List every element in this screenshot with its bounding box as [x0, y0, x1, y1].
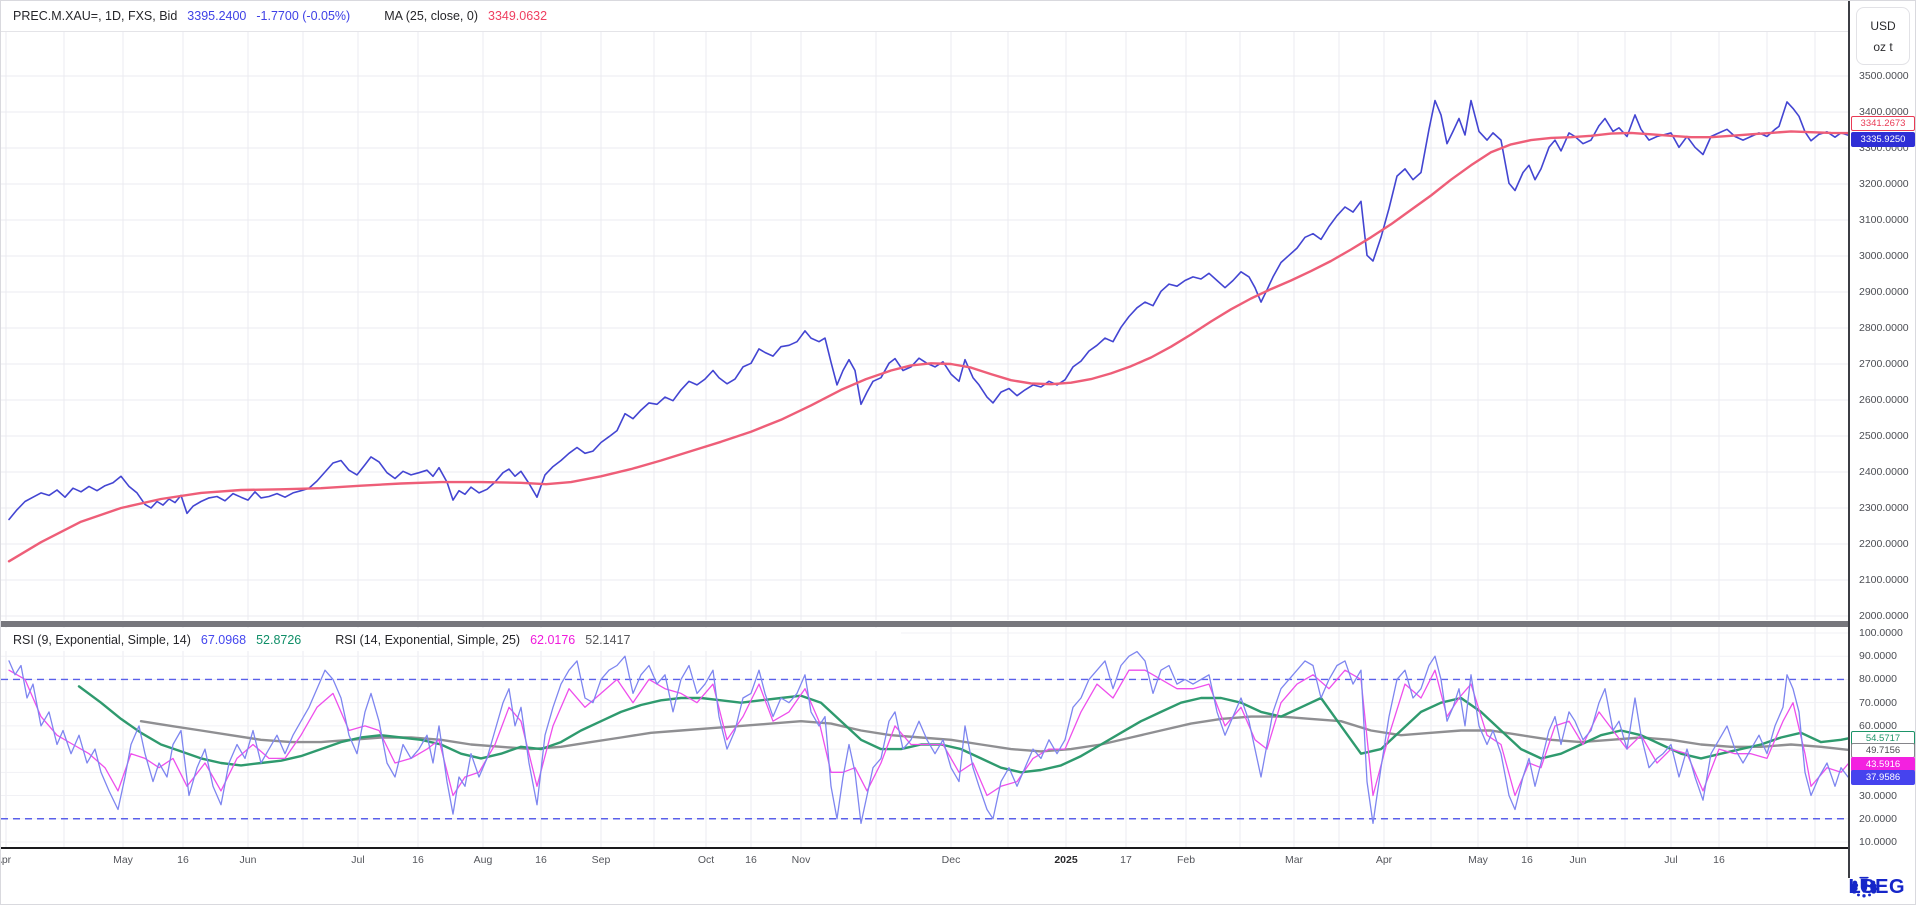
time-axis-label: 16 — [745, 854, 757, 866]
time-axis-label: Oct — [697, 854, 715, 866]
current-value-chip: 49.7156 — [1851, 742, 1915, 758]
time-axis-label: 16 — [412, 854, 424, 866]
price-legend[interactable]: PREC.M.XAU=, 1D, FXS, Bid 3395.2400 -1.7… — [1, 1, 1849, 32]
axis-tick-label: 2300.0000 — [1859, 502, 1909, 514]
axis-tick-label: 90.0000 — [1859, 650, 1897, 663]
unit-currency-label: USD — [1870, 18, 1896, 33]
axis-tick-label: 100.0000 — [1859, 627, 1903, 639]
rsi14-value: 62.0176 — [530, 632, 576, 647]
time-axis-label: Jul — [351, 854, 365, 866]
axis-tick-label: 80.0000 — [1859, 673, 1897, 686]
current-value-chip: 3341.2673 — [1851, 116, 1915, 132]
axis-tick-label: 3100.0000 — [1859, 214, 1909, 226]
rsi14-smooth-value: 52.1417 — [585, 632, 631, 647]
rsi14-indicator-label: RSI (14, Exponential, Simple, 25) — [335, 632, 521, 647]
axis-tick-label: 3000.0000 — [1859, 250, 1909, 262]
time-axis-label: Jun — [1569, 854, 1587, 866]
time-axis-label: Dec — [941, 854, 961, 866]
time-axis-label: Apr — [1375, 854, 1393, 866]
rsi9-smooth-value: 52.8726 — [256, 632, 302, 647]
time-axis-label: 16 — [177, 854, 189, 866]
current-value-chip: 3335.9250 — [1851, 132, 1915, 148]
time-axis-label: 16 — [535, 854, 547, 866]
axis-tick-label: 30.0000 — [1859, 789, 1897, 802]
time-axis-label: Sep — [591, 854, 611, 866]
time-axis-label: Nov — [791, 854, 811, 866]
rsi9-line-series — [8, 650, 1849, 825]
axis-tick-label: 3500.0000 — [1859, 70, 1909, 82]
axis-tick-label: 2200.0000 — [1859, 538, 1909, 550]
lseg-crest-icon — [1850, 876, 1877, 898]
axis-tick-label: 20.0000 — [1859, 812, 1897, 825]
price-axis[interactable]: USD oz t 3500.0000 3400.0000 3300.0000 3200… — [1850, 1, 1915, 904]
rsi-legend[interactable]: RSI (9, Exponential, Simple, 14) 67.0968… — [1, 628, 901, 651]
time-axis-label: May — [113, 854, 133, 866]
price-line-series — [8, 99, 1849, 521]
time-axis-label: Jul — [1664, 854, 1678, 866]
price-panel-canvas[interactable] — [1, 1, 1849, 621]
price-axis-border — [1848, 1, 1850, 878]
time-axis-label: Feb — [1176, 854, 1196, 866]
lseg-logo: LSEG — [1849, 876, 1905, 899]
time-axis-label: 16 — [1521, 854, 1533, 866]
axis-tick-label: 2500.0000 — [1859, 430, 1909, 442]
axis-tick-label: 3300.0000 — [1859, 142, 1909, 154]
time-axis-label: Mar — [1284, 854, 1304, 866]
time-axis-label: 17 — [1120, 854, 1132, 866]
time-axis-border — [1, 847, 1849, 849]
time-axis-label: 16 — [1713, 854, 1725, 866]
axis-tick-label: 2100.0000 — [1859, 574, 1909, 586]
instrument-label: PREC.M.XAU=, 1D, FXS, Bid — [13, 9, 178, 23]
panel-resize-separator[interactable] — [1, 621, 1849, 627]
rsi9-value: 67.0968 — [200, 632, 247, 647]
unit-box: USD oz t — [1856, 7, 1910, 65]
axis-tick-label: 2000.0000 — [1859, 610, 1909, 622]
ma-indicator-label: MA (25, close, 0) — [384, 9, 478, 23]
axis-tick-label: 3200.0000 — [1859, 178, 1909, 190]
unit-weight-label: oz t — [1873, 39, 1893, 54]
last-price-value: 3395.2400 — [187, 9, 247, 23]
axis-tick-label: 3400.0000 — [1859, 106, 1909, 118]
time-axis-label: Apr — [1, 854, 12, 866]
time-axis-label: Aug — [473, 854, 493, 866]
time-axis[interactable]: Apr May 16 Jun Jul 16 Aug 16 Sep Oct 16 Nov Dec 2025 1… — [1, 850, 1849, 876]
time-axis-label: Jun — [239, 854, 257, 866]
rsi9-indicator-label: RSI (9, Exponential, Simple, 14) — [13, 632, 191, 647]
axis-tick-label: 70.0000 — [1859, 696, 1897, 709]
rsi14-smooth-series — [139, 715, 1849, 753]
rsi-panel-canvas[interactable] — [1, 627, 1849, 848]
axis-tick-label: 2700.0000 — [1859, 358, 1909, 370]
price-change-value: -1.7700 (-0.05%) — [256, 9, 351, 23]
rsi9-smooth-series — [77, 685, 1849, 774]
time-axis-label: 2025 — [1054, 854, 1078, 866]
ma-line-series — [7, 130, 1849, 563]
time-axis-label: May — [1468, 854, 1488, 866]
axis-tick-label: 2800.0000 — [1859, 322, 1909, 334]
axis-tick-label: 2400.0000 — [1859, 466, 1909, 478]
rsi14-line-series — [8, 669, 1849, 797]
current-value-chip: 37.9586 — [1851, 770, 1915, 786]
axis-tick-label: 2600.0000 — [1859, 394, 1909, 406]
ma-indicator-value: 3349.0632 — [488, 9, 548, 23]
axis-tick-label: 10.0000 — [1859, 835, 1897, 848]
axis-tick-label: 2900.0000 — [1859, 286, 1909, 298]
axis-tick-label: 60.0000 — [1859, 719, 1897, 732]
